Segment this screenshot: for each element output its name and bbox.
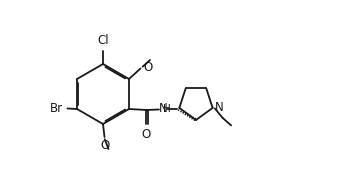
Text: O: O <box>143 61 153 74</box>
Text: H: H <box>163 104 171 114</box>
Text: Cl: Cl <box>97 33 109 46</box>
Text: O: O <box>142 128 151 142</box>
Text: O: O <box>100 139 110 152</box>
Text: Br: Br <box>49 102 62 115</box>
Text: N: N <box>215 101 224 114</box>
Text: N: N <box>158 103 167 116</box>
